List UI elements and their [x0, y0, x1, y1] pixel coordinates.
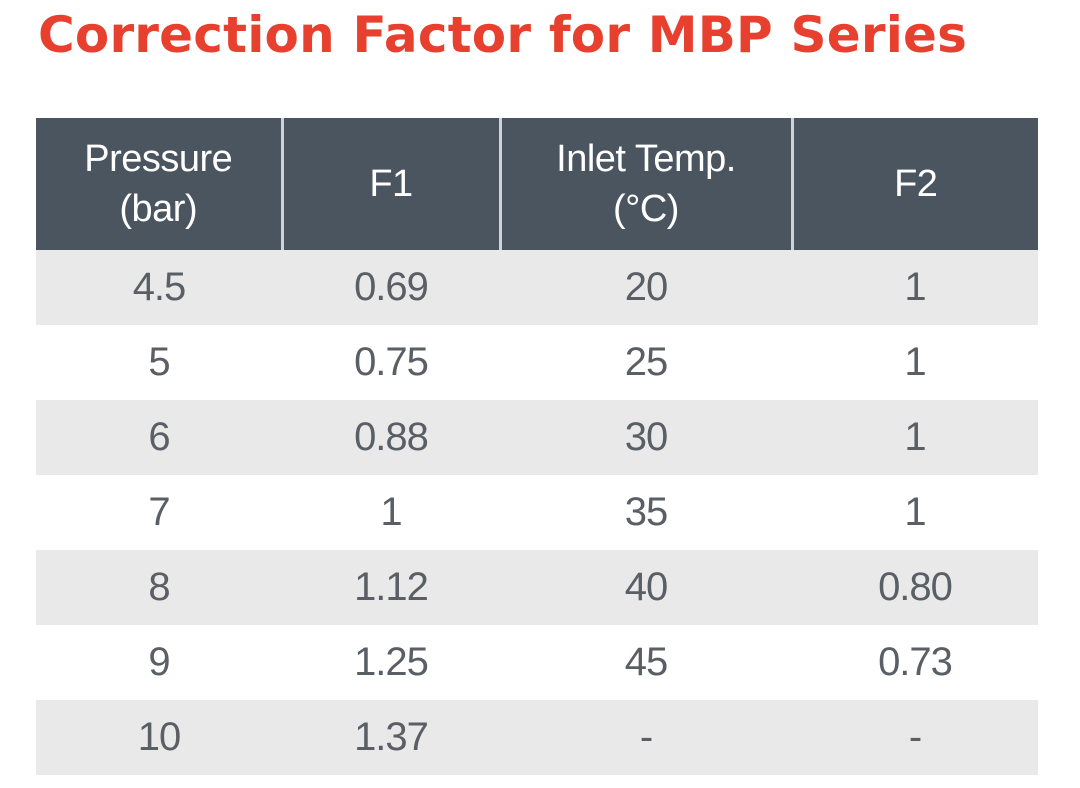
cell-f2: 1 [792, 250, 1038, 325]
cell-inlet-temp: 20 [500, 250, 792, 325]
cell-pressure: 6 [36, 400, 282, 475]
cell-inlet-temp: 30 [500, 400, 792, 475]
cell-f1: 0.69 [282, 250, 500, 325]
header-pressure-line1: Pressure [84, 138, 233, 180]
table-header-row: Pressure (bar) F1 Inlet Temp. (°C) F2 [36, 118, 1038, 250]
cell-f2: - [792, 700, 1038, 775]
cell-f1: 1.37 [282, 700, 500, 775]
cell-f2: 0.80 [792, 550, 1038, 625]
header-pressure-line2: (bar) [119, 188, 198, 230]
cell-f1: 1.25 [282, 625, 500, 700]
correction-factor-table: Pressure (bar) F1 Inlet Temp. (°C) F2 4.… [36, 118, 1038, 775]
table-row: 7 1 35 1 [36, 475, 1038, 550]
cell-f1: 0.75 [282, 325, 500, 400]
table-row: 6 0.88 30 1 [36, 400, 1038, 475]
cell-inlet-temp: 45 [500, 625, 792, 700]
header-inlet-temp: Inlet Temp. (°C) [498, 118, 792, 250]
cell-f1: 1.12 [282, 550, 500, 625]
cell-f1: 0.88 [282, 400, 500, 475]
header-f2-label: F2 [894, 163, 938, 205]
cell-f1: 1 [282, 475, 500, 550]
header-f1-label: F1 [369, 163, 413, 205]
table-row: 10 1.37 - - [36, 700, 1038, 775]
header-pressure: Pressure (bar) [36, 118, 282, 250]
table-row: 5 0.75 25 1 [36, 325, 1038, 400]
cell-f2: 1 [792, 400, 1038, 475]
cell-f2: 0.73 [792, 625, 1038, 700]
table-row: 4.5 0.69 20 1 [36, 250, 1038, 325]
header-f1: F1 [280, 118, 500, 250]
page-title: Correction Factor for MBP Series [38, 6, 968, 64]
cell-inlet-temp: 25 [500, 325, 792, 400]
cell-pressure: 8 [36, 550, 282, 625]
cell-pressure: 9 [36, 625, 282, 700]
cell-inlet-temp: - [500, 700, 792, 775]
header-inlet-temp-line2: (°C) [613, 188, 679, 230]
header-inlet-temp-line1: Inlet Temp. [556, 138, 736, 180]
header-f2: F2 [790, 118, 1038, 250]
cell-pressure: 10 [36, 700, 282, 775]
cell-pressure: 7 [36, 475, 282, 550]
table-row: 8 1.12 40 0.80 [36, 550, 1038, 625]
cell-f2: 1 [792, 475, 1038, 550]
cell-pressure: 4.5 [36, 250, 282, 325]
cell-inlet-temp: 35 [500, 475, 792, 550]
cell-pressure: 5 [36, 325, 282, 400]
cell-f2: 1 [792, 325, 1038, 400]
table-row: 9 1.25 45 0.73 [36, 625, 1038, 700]
cell-inlet-temp: 40 [500, 550, 792, 625]
